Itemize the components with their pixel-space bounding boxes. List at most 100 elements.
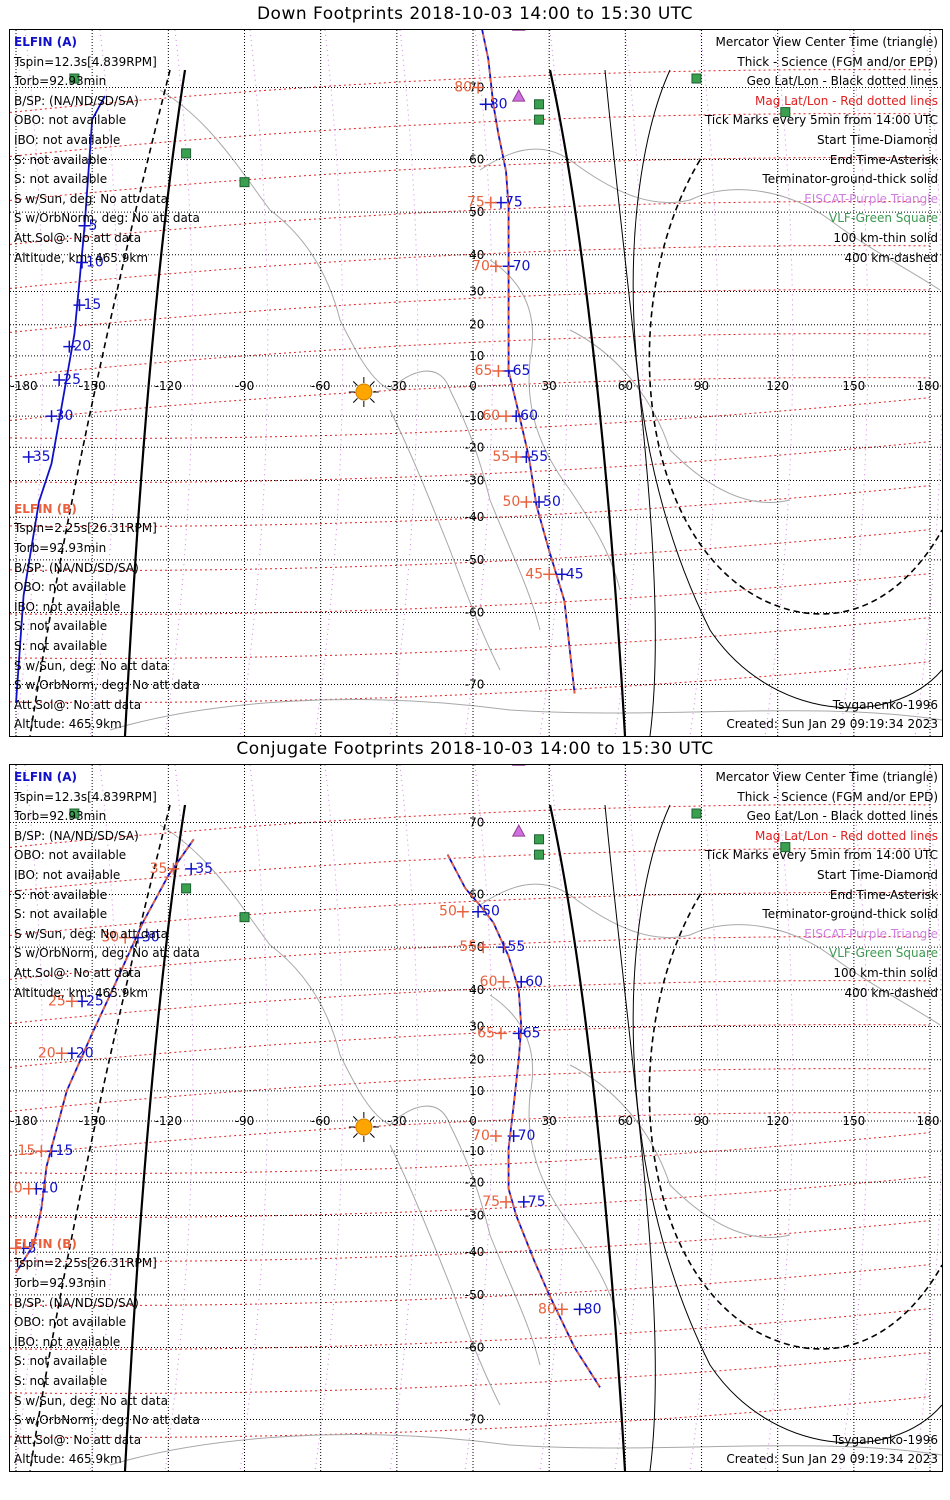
tick-label: 45: [525, 566, 543, 582]
sun-ray: [369, 398, 375, 403]
vlf-square-icon: [534, 99, 545, 110]
elfin-b-info-line: Tspin=2.25s[26.31RPM]: [14, 1256, 157, 1271]
footprint-track: [15, 838, 195, 1274]
elfin-b-info-line: OBO: not available: [14, 580, 127, 595]
elfin-a-info-line: Torb=92.93min: [14, 74, 107, 89]
legend-line: Tick Marks every 5min from 14:00 UTC: [704, 848, 938, 863]
sun-ray: [352, 1116, 358, 1121]
tick-label: 65: [523, 1025, 541, 1041]
mag-lat-line: [10, 1068, 931, 1112]
elfin-b-info-line: S w/OrbNorm, deg: No att data: [14, 678, 200, 693]
elfin-a-label: ELFIN (A): [14, 35, 77, 49]
legend-line: Terminator-ground-thick solid: [762, 172, 938, 187]
elfin-a-info-line: IBO: not available: [14, 132, 121, 147]
tick-label: 30: [142, 930, 160, 946]
elfin-a-info-line: Tspin=12.3s[4.839RPM]: [14, 789, 157, 804]
tick-label: 60: [520, 408, 538, 424]
tick-label: 50: [439, 904, 457, 920]
mag-lat-line: [10, 1024, 931, 1068]
terminator-east: [548, 69, 627, 736]
elfin-b-info: ELFIN (B) Tspin=2.25s[26.31RPM] Torb=92.…: [14, 1235, 200, 1470]
elfin-a-info-line: S: not available: [14, 152, 108, 167]
elfin-b-info-line: Att.Sol@: No att data: [14, 1432, 142, 1447]
terminator-100km-east: [604, 804, 656, 1471]
coastline: [159, 824, 541, 1366]
lat-tick-label: -20: [465, 1175, 485, 1189]
legend-line: End Time-Asterisk: [829, 887, 938, 902]
lon-tick-label: 180: [917, 379, 940, 393]
mag-lat-line: [10, 289, 931, 333]
legend-line: 100 km-thin solid: [833, 230, 938, 245]
vlf-square-icon: [691, 808, 702, 819]
terminator-east: [548, 804, 627, 1471]
elfin-b-info-line: S w/OrbNorm, deg: No att data: [14, 1413, 200, 1428]
lat-tick-label: 40: [469, 248, 484, 262]
elfin-a-info-line: OBO: not available: [14, 848, 127, 863]
coastline: [479, 148, 941, 291]
tick-label: 25: [48, 993, 66, 1009]
elfin-a-info: ELFIN (A) Tspin=12.3s[4.839RPM] Torb=92.…: [14, 33, 200, 268]
mag-lat-line: [10, 441, 931, 483]
tick-label: 20: [38, 1045, 56, 1061]
elfin-a-info-line: Tspin=12.3s[4.839RPM]: [14, 54, 157, 69]
tick-label: 65: [513, 363, 531, 379]
tick-label: 5: [89, 218, 98, 234]
legend: Mercator View Center Time (triangle) Thi…: [705, 33, 938, 268]
tick-label: 15: [18, 1143, 36, 1159]
tick-label: 10: [86, 255, 104, 271]
model-label: Tsyganenko-1996: [832, 697, 938, 712]
elfin-b-info-line: S: not available: [14, 639, 108, 654]
mag-lat-line: [10, 1264, 931, 1306]
legend-line: End Time-Asterisk: [829, 152, 938, 167]
lat-tick-label: 30: [469, 285, 484, 299]
elfin-b-info-line: IBO: not available: [14, 599, 121, 614]
eiscat-triangle-icon: [511, 824, 526, 837]
conjugate-footprints-map: -180 -150 -120 -90 -60 -30 0 30 60 90 120 150 180 70 6…: [9, 764, 943, 1472]
coastline: [479, 883, 941, 1026]
mag-lat-line: [10, 661, 931, 703]
lon-tick-label: -30: [387, 1114, 407, 1128]
tick-label: 60: [480, 974, 498, 990]
sun-ray: [369, 1116, 375, 1121]
tick-label: 25: [86, 993, 104, 1009]
lat-tick-label: -20: [465, 440, 485, 454]
lat-tick-label: 10: [469, 349, 484, 363]
elfin-b-info-line: S: not available: [14, 1374, 108, 1389]
conjugate-footprints-map-svg: -180 -150 -120 -90 -60 -30 0 30 60 90 120 150 180 70 6…: [10, 765, 942, 1471]
lon-tick-label: -60: [311, 379, 331, 393]
lon-tick-label: 0: [469, 1114, 477, 1128]
lon-tick-label: -150: [79, 379, 106, 393]
footer-info: Tsyganenko-1996 Created: Sun Jan 29 09:1…: [726, 696, 938, 735]
coastline: [489, 994, 621, 1326]
lat-tick-label: -30: [465, 1208, 485, 1222]
lat-tick-label: -40: [465, 1245, 485, 1259]
tick-label: 80: [584, 1301, 602, 1317]
panel-2-title: Conjugate Footprints 2018-10-03 14:00 to…: [236, 739, 714, 759]
vlf-square-icon: [534, 114, 545, 125]
coastline: [389, 1144, 501, 1406]
elfin-b-info-line: Altitude: 465.9km: [14, 717, 122, 732]
legend-line: Start Time-Diamond: [816, 132, 938, 147]
lon-tick-label: -60: [311, 1114, 331, 1128]
lat-tick-label: -60: [465, 1341, 485, 1355]
tick-label: 75: [467, 195, 485, 211]
legend-line: Start Time-Diamond: [816, 867, 938, 882]
elfin-a-label: ELFIN (A): [14, 770, 77, 784]
sun-disc: [355, 383, 373, 401]
elfin-a-info-line: OBO: not available: [14, 113, 127, 128]
terminator-400km-east: [648, 894, 942, 1350]
mag-lat-line: [10, 892, 931, 936]
lon-tick-label: 0: [469, 379, 477, 393]
elfin-b-info-line: Altitude: 465.9km: [14, 1452, 122, 1467]
tick-label: 30: [101, 930, 119, 946]
elfin-b-info-line: B/SP: (NA/ND/SD/SA): [14, 560, 139, 575]
tick-label: 30: [56, 408, 74, 424]
lon-tick-label: -30: [387, 379, 407, 393]
lon-tick-label: 30: [542, 1114, 557, 1128]
lon-tick-label: 150: [842, 1114, 865, 1128]
tick-label: 55: [530, 449, 548, 465]
tick-label: 55: [492, 449, 510, 465]
lon-tick-label: -180: [10, 1114, 37, 1128]
tick-label: 70: [472, 258, 490, 274]
tick-label: 50: [503, 494, 521, 510]
